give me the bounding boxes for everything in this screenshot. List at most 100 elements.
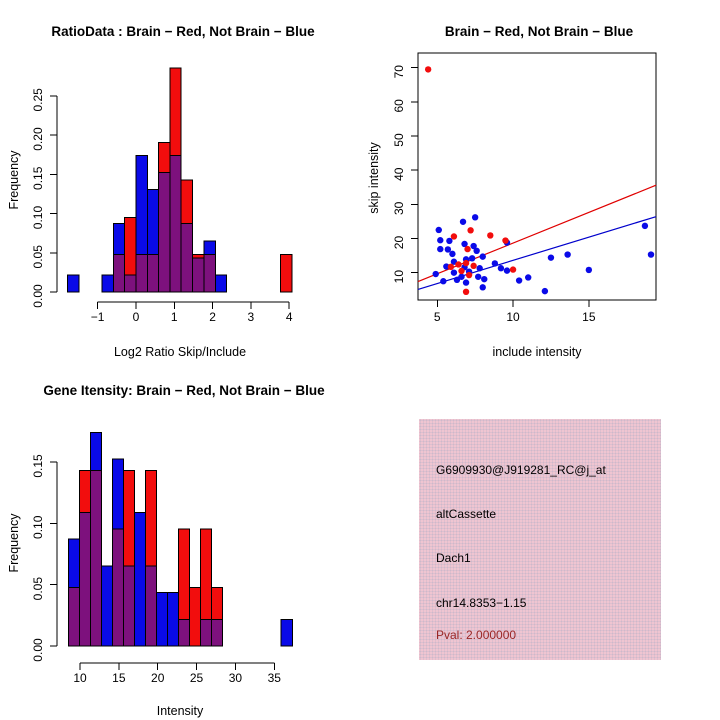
scatter-point-blue xyxy=(476,265,483,272)
x-tick-label: 20 xyxy=(151,671,165,685)
hist-bar-overlap xyxy=(144,565,157,647)
ratio-hist-xlabel: Log2 Ratio Skip/Include xyxy=(113,345,247,359)
scatter-point-blue xyxy=(564,251,571,258)
hist-bar xyxy=(67,274,80,293)
y-tick-label: 30 xyxy=(392,201,406,215)
y-tick-label: 0.00 xyxy=(31,284,45,308)
scatter-point-blue xyxy=(437,245,444,253)
scatter-point-red xyxy=(487,232,494,239)
scatter-ylabel: skip intensity xyxy=(367,142,381,214)
scatter-point-red xyxy=(502,237,509,244)
scatter-point-red xyxy=(464,245,471,253)
x-tick-label: 0 xyxy=(133,310,140,324)
gene-hist-xlabel: Intensity xyxy=(156,704,204,718)
scatter-point-blue xyxy=(462,279,470,286)
scatter-point-blue xyxy=(481,275,488,283)
scatter-point-blue xyxy=(446,237,453,245)
scatter-point-red xyxy=(465,271,473,279)
scatter-point-blue xyxy=(647,251,655,258)
x-tick-label: 5 xyxy=(434,310,441,324)
scatter-point-red xyxy=(458,267,465,275)
scatter-point-red xyxy=(470,262,477,270)
scatter-point-red xyxy=(467,227,474,234)
gene-hist-ylabel: Frequency xyxy=(7,513,21,573)
scatter-point-blue xyxy=(471,214,479,221)
x-tick-label: 1 xyxy=(171,310,178,324)
x-tick-label: 10 xyxy=(73,671,87,685)
y-tick-label: 40 xyxy=(392,167,406,181)
scatter-point-blue xyxy=(474,273,482,280)
y-tick-label: 20 xyxy=(392,236,406,250)
y-tick-label: 0.25 xyxy=(31,88,45,112)
hist-bar-overlap xyxy=(78,512,91,647)
y-tick-label: 10 xyxy=(392,270,406,284)
hist-bar xyxy=(100,565,113,647)
scatter-point-blue xyxy=(449,250,456,258)
x-tick-label: 10 xyxy=(506,310,520,324)
scatter-point-blue xyxy=(585,266,593,274)
hist-bar-overlap xyxy=(180,223,194,293)
scatter-point-blue xyxy=(437,237,444,244)
scatter-point-blue xyxy=(459,218,467,225)
scatter-point-blue xyxy=(641,222,649,230)
y-tick-label: 0.05 xyxy=(31,245,45,269)
scatter-point-blue xyxy=(479,253,486,260)
hist-bar-overlap xyxy=(89,470,102,647)
probe-id-text: G6909930@J919281_RC@j_at xyxy=(436,463,606,477)
splice-type-text: altCassette xyxy=(436,507,497,521)
hist-bar xyxy=(214,274,227,293)
scatter-point-red xyxy=(455,261,462,268)
y-tick-label: 0.15 xyxy=(31,166,45,190)
hist-bar xyxy=(101,274,114,293)
hist-bar-overlap xyxy=(210,618,224,647)
hist-bar-overlap xyxy=(112,254,125,293)
plot-box xyxy=(417,52,657,301)
scatter-point-blue xyxy=(461,240,468,248)
x-tick-label: 25 xyxy=(190,671,204,685)
hist-bar-overlap xyxy=(135,254,148,293)
y-tick-label: 0.20 xyxy=(31,127,45,151)
scatter-point-blue xyxy=(541,287,549,295)
pval-text: Pval: 2.000000 xyxy=(436,628,517,642)
scatter-point-blue xyxy=(473,247,480,255)
gene-name-text: Dach1 xyxy=(436,551,471,565)
scatter-point-red xyxy=(424,66,432,73)
scatter-xlabel: include intensity xyxy=(492,345,582,359)
y-tick-label: 50 xyxy=(392,133,406,147)
scatter-point-blue xyxy=(450,269,458,276)
scatter-point-blue xyxy=(443,263,450,270)
hist-bar-overlap xyxy=(123,274,137,293)
location-text: chr14.8353−1.15 xyxy=(436,596,527,610)
y-tick-label: 0.10 xyxy=(31,515,45,539)
x-tick-label: 2 xyxy=(209,310,216,324)
hist-bar xyxy=(188,587,201,647)
scatter-point-red xyxy=(462,288,470,296)
scatter-point-blue xyxy=(453,276,461,284)
hist-bar xyxy=(155,592,168,647)
hist-bar xyxy=(133,512,146,647)
scatter-point-blue xyxy=(497,265,505,272)
y-tick-label: 0.00 xyxy=(31,638,45,662)
hist-bar-overlap xyxy=(158,172,171,293)
y-tick-label: 0.10 xyxy=(31,206,45,230)
x-tick-label: 15 xyxy=(582,310,596,324)
scatter-point-blue xyxy=(547,254,555,261)
scatter-point-blue xyxy=(432,270,439,278)
scatter-point-blue xyxy=(468,255,476,262)
hist-bar-overlap xyxy=(169,155,182,293)
y-tick-label: 0.15 xyxy=(31,454,45,478)
hist-bar xyxy=(280,618,293,647)
y-tick-label: 0.05 xyxy=(31,577,45,601)
scatter-point-blue xyxy=(503,267,511,274)
scatter-point-blue xyxy=(491,260,499,267)
hist-bar xyxy=(279,254,293,293)
hist-bar-overlap xyxy=(111,528,124,647)
ratio-hist-ylabel: Frequency xyxy=(7,150,21,210)
scatter-point-red xyxy=(509,266,517,273)
ratio-hist-title: RatioData : Brain − Red, Not Brain − Blu… xyxy=(51,24,315,39)
scatter-point-blue xyxy=(435,226,442,234)
x-tick-label: 3 xyxy=(248,310,255,324)
hist-bar-overlap xyxy=(203,254,216,293)
